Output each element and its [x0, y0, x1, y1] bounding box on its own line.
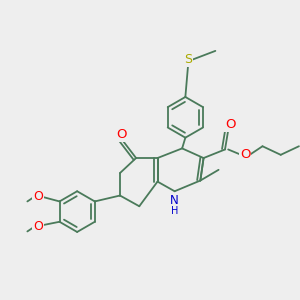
Text: O: O [116, 128, 126, 141]
Text: O: O [33, 220, 43, 232]
Text: O: O [33, 190, 43, 202]
Text: S: S [184, 53, 193, 66]
Text: N: N [170, 194, 179, 207]
Text: O: O [240, 148, 250, 161]
Text: H: H [171, 206, 178, 215]
Text: O: O [225, 118, 236, 131]
